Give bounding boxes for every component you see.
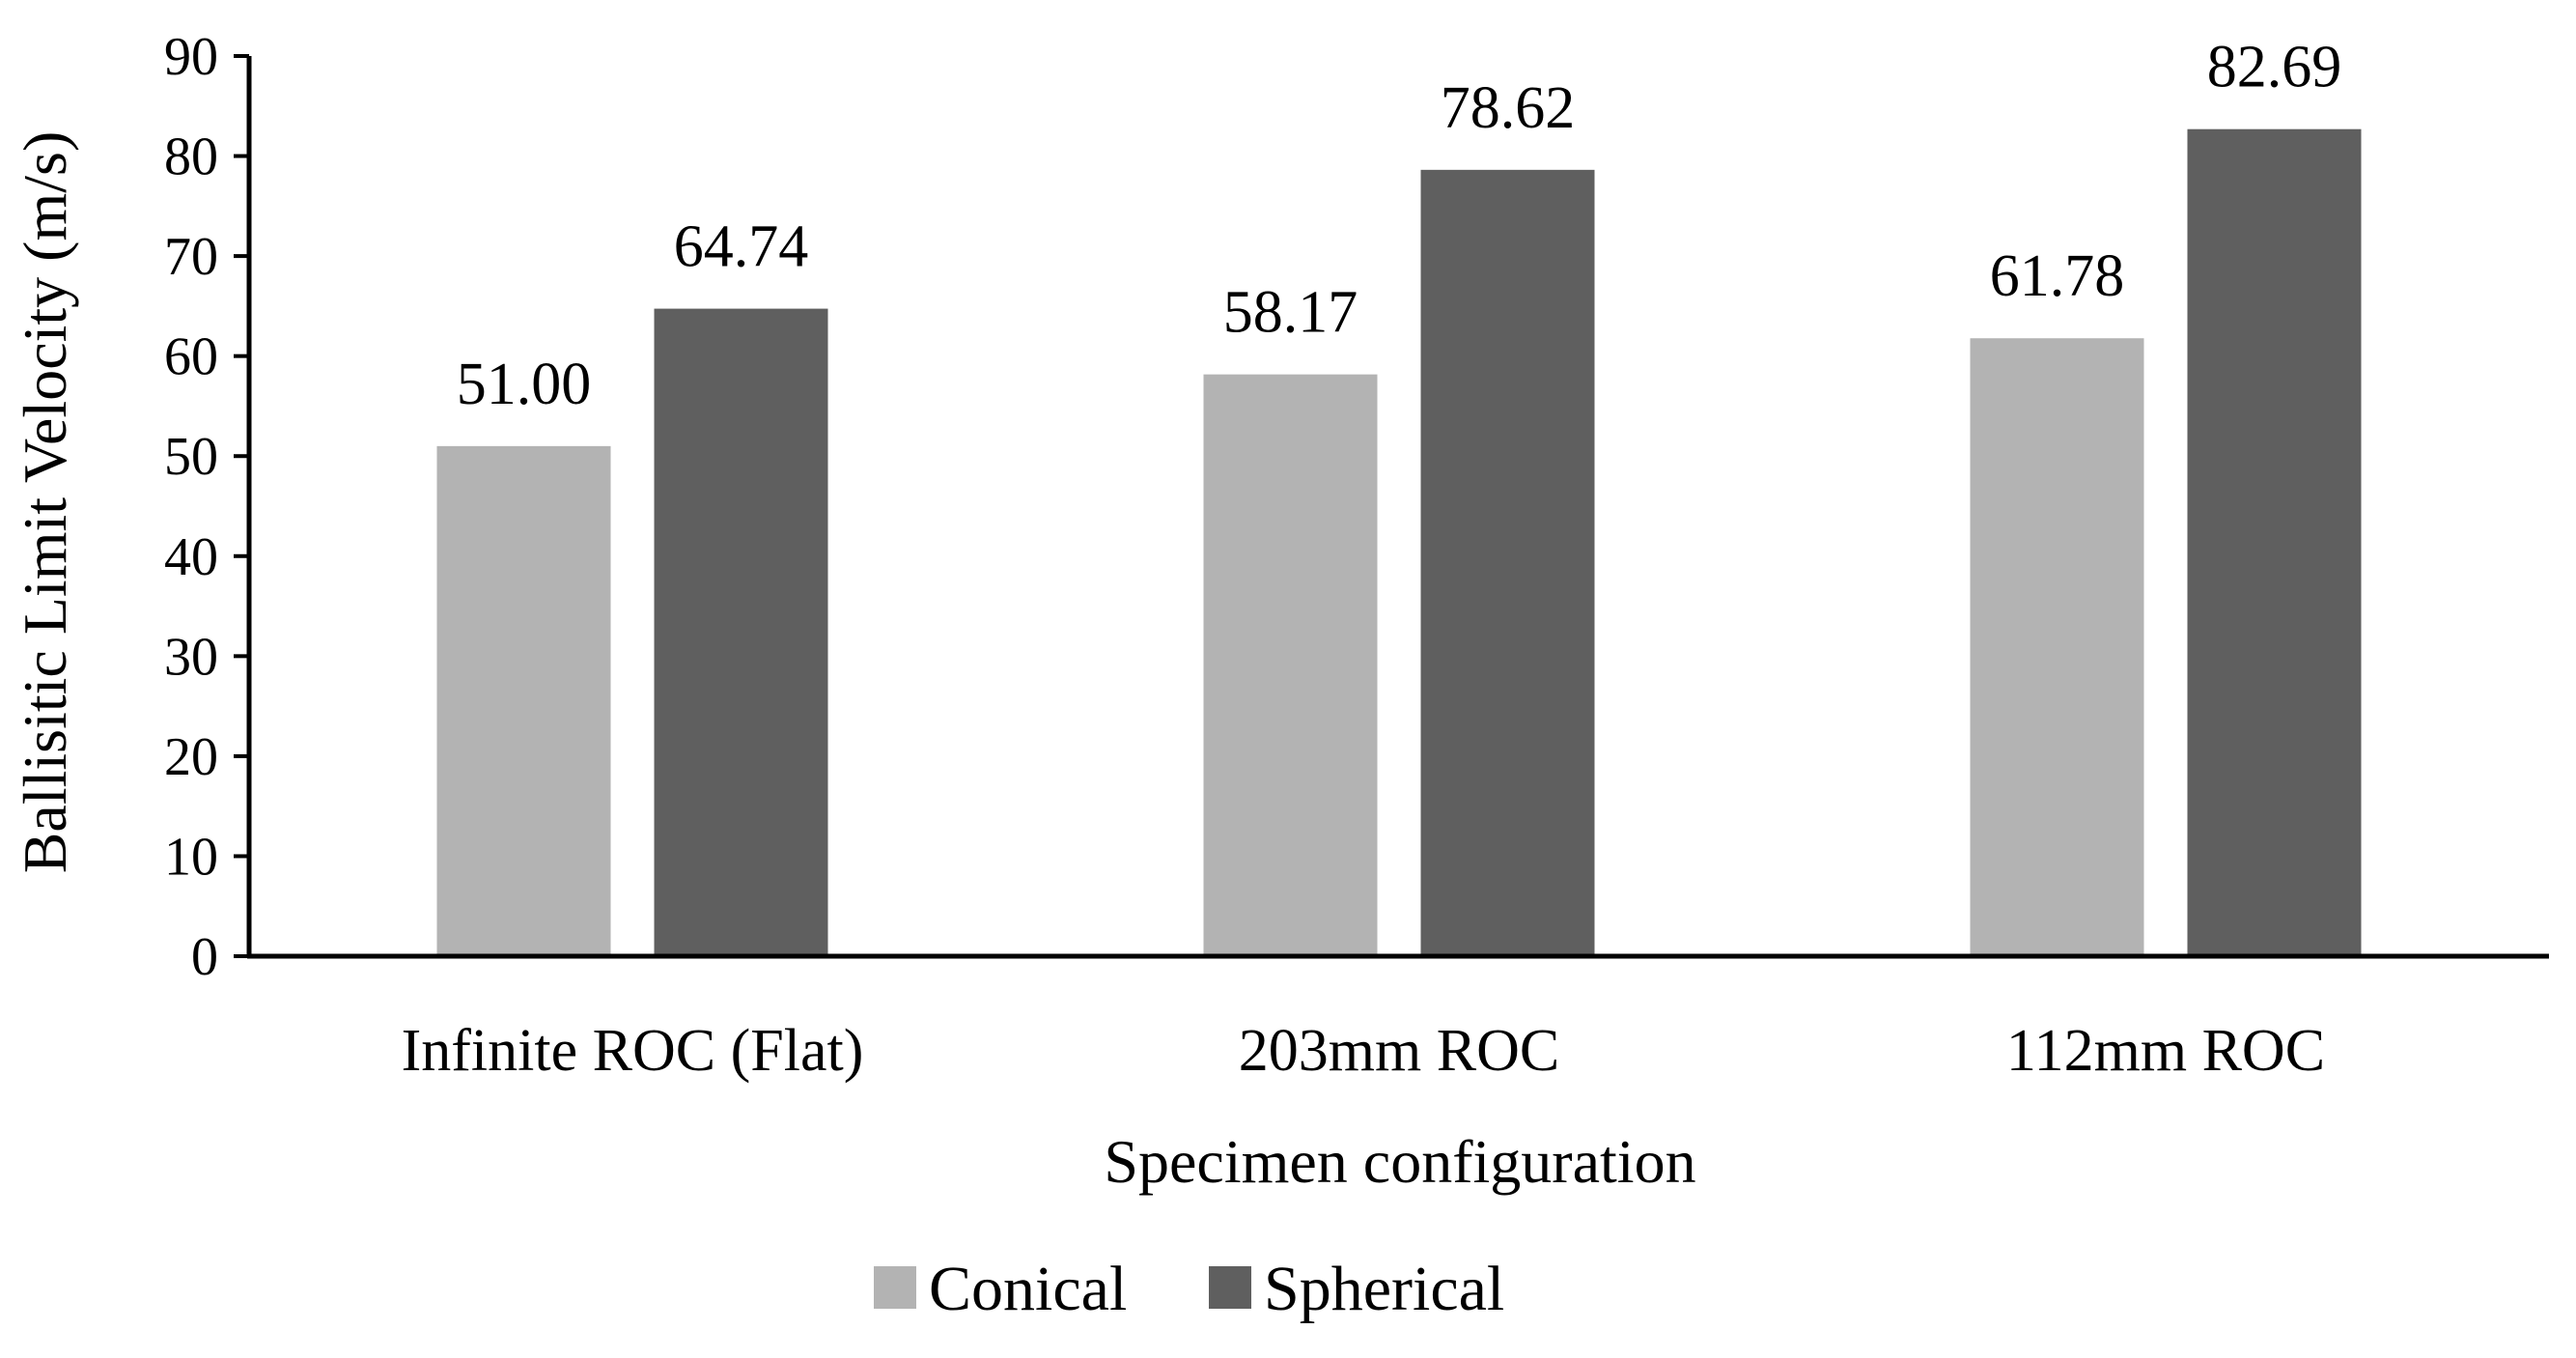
y-tick-label: 60 — [164, 327, 218, 387]
y-axis-ticks: 0 10 20 30 40 50 60 70 80 90 — [164, 27, 249, 987]
data-label: 82.69 — [2207, 35, 2342, 100]
legend-swatch-spherical — [1209, 1266, 1251, 1309]
data-label: 51.00 — [457, 352, 592, 417]
bar-conical — [1203, 374, 1378, 957]
y-axis-title: Ballisitic Limit Velocity (m/s) — [11, 131, 79, 874]
x-category-label: Infinite ROC (Flat) — [402, 1018, 864, 1084]
bar-spherical — [1420, 169, 1595, 957]
y-tick-label: 90 — [164, 27, 218, 87]
y-tick-label: 20 — [164, 727, 218, 787]
data-label: 58.17 — [1223, 280, 1358, 346]
y-tick-label: 40 — [164, 527, 218, 587]
y-tick-label: 30 — [164, 627, 218, 687]
data-labels: 51.00 64.74 58.17 78.62 61.78 82.69 — [457, 35, 2342, 417]
y-tick-label: 0 — [191, 927, 218, 987]
x-axis-categories: Infinite ROC (Flat) 203mm ROC 112mm ROC — [402, 1018, 2325, 1084]
x-category-label: 203mm ROC — [1239, 1018, 1559, 1084]
x-axis-title: Specimen configuration — [1104, 1127, 1695, 1196]
y-tick-label: 80 — [164, 127, 218, 187]
y-tick-label: 70 — [164, 227, 218, 287]
bar-spherical — [654, 308, 828, 957]
y-tick-label: 50 — [164, 427, 218, 487]
bar-conical — [1970, 338, 2144, 956]
x-category-label: 112mm ROC — [2006, 1018, 2325, 1084]
data-label: 61.78 — [1990, 243, 2125, 309]
legend-swatch-conical — [874, 1266, 916, 1309]
legend-label-conical: Conical — [929, 1254, 1127, 1324]
bar-spherical — [2187, 128, 2362, 957]
legend: Conical Spherical — [874, 1254, 1504, 1324]
y-tick-label: 10 — [164, 827, 218, 887]
bar-conical — [436, 445, 611, 956]
legend-label-spherical: Spherical — [1264, 1254, 1504, 1324]
data-label: 64.74 — [674, 214, 809, 280]
bars — [436, 128, 2362, 957]
data-label: 78.62 — [1441, 75, 1576, 141]
